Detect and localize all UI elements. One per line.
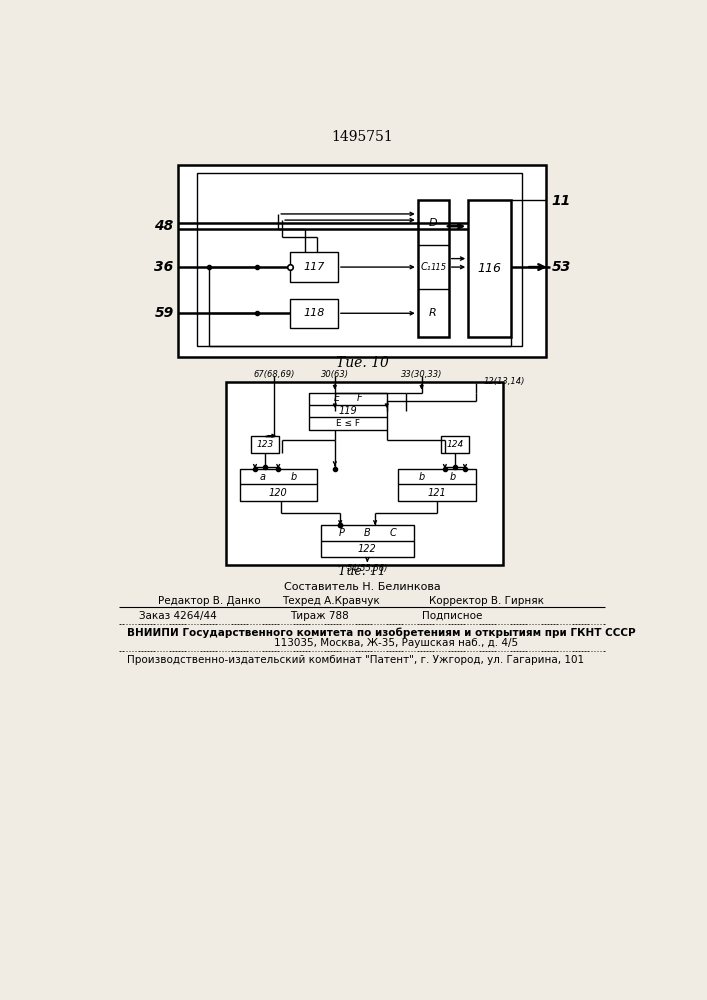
Text: 119: 119 — [339, 406, 357, 416]
Text: R: R — [428, 308, 436, 318]
Bar — [398, 469, 476, 501]
Text: 117: 117 — [303, 262, 325, 272]
Bar — [240, 469, 317, 501]
Bar — [418, 200, 449, 337]
Text: 36: 36 — [154, 260, 174, 274]
Bar — [226, 382, 503, 565]
Text: 124: 124 — [446, 440, 464, 449]
Text: 1495751: 1495751 — [331, 130, 393, 144]
Bar — [441, 436, 469, 453]
Text: b: b — [291, 472, 297, 482]
Text: Тираж 788: Тираж 788 — [290, 611, 349, 621]
Text: Составитель Н. Белинкова: Составитель Н. Белинкова — [284, 582, 440, 592]
Text: 67(68,69): 67(68,69) — [254, 370, 295, 379]
Text: 33(30,33): 33(30,33) — [401, 370, 443, 379]
Text: 121: 121 — [428, 488, 447, 498]
Text: 59: 59 — [154, 306, 174, 320]
Text: 11: 11 — [552, 194, 571, 208]
Text: 123: 123 — [257, 440, 274, 449]
Bar — [290, 299, 338, 328]
Text: 122: 122 — [358, 544, 377, 554]
Text: C: C — [390, 528, 397, 538]
Bar — [251, 436, 279, 453]
Text: 53: 53 — [552, 260, 571, 274]
Bar — [177, 165, 546, 357]
Bar — [290, 252, 338, 282]
Text: C₁: C₁ — [421, 262, 431, 272]
Text: D: D — [429, 218, 438, 228]
Bar — [309, 393, 387, 430]
Text: 12(13,14): 12(13,14) — [484, 377, 525, 386]
Text: Техред А.Кравчук: Техред А.Кравчук — [282, 596, 380, 606]
Text: F: F — [357, 393, 363, 403]
Text: 118: 118 — [303, 308, 325, 318]
Text: Τие. 10: Τие. 10 — [336, 356, 388, 370]
Text: Τие. 11: Τие. 11 — [338, 565, 386, 578]
Text: ВНИИПИ Государственного комитета по изобретениям и открытиям при ГКНТ СССР: ВНИИПИ Государственного комитета по изоб… — [127, 628, 636, 638]
Text: Подписное: Подписное — [421, 611, 482, 621]
Text: Редактор В. Данко: Редактор В. Данко — [158, 596, 261, 606]
Bar — [321, 525, 414, 557]
Text: 48: 48 — [154, 219, 174, 233]
Text: 116: 116 — [477, 262, 501, 275]
Bar — [468, 200, 510, 337]
Text: a: a — [259, 472, 266, 482]
Text: 113035, Москва, Ж-35, Раушская наб., д. 4/5: 113035, Москва, Ж-35, Раушская наб., д. … — [274, 638, 518, 648]
Text: 30(63): 30(63) — [321, 370, 349, 379]
Text: Заказ 4264/44: Заказ 4264/44 — [139, 611, 216, 621]
Text: b: b — [419, 472, 425, 482]
Text: Корректор В. Гирняк: Корректор В. Гирняк — [429, 596, 544, 606]
Text: P: P — [339, 528, 344, 538]
Text: Производственно-издательский комбинат "Патент", г. Ужгород, ул. Гагарина, 101: Производственно-издательский комбинат "П… — [127, 655, 584, 665]
Text: 115: 115 — [431, 263, 448, 272]
Text: 54(55,56): 54(55,56) — [346, 564, 388, 573]
Bar — [197, 173, 522, 346]
Text: E: E — [333, 393, 339, 403]
Text: b: b — [450, 472, 456, 482]
Text: E ≤ F: E ≤ F — [336, 419, 360, 428]
Text: 120: 120 — [269, 488, 288, 498]
Text: B: B — [364, 528, 370, 538]
